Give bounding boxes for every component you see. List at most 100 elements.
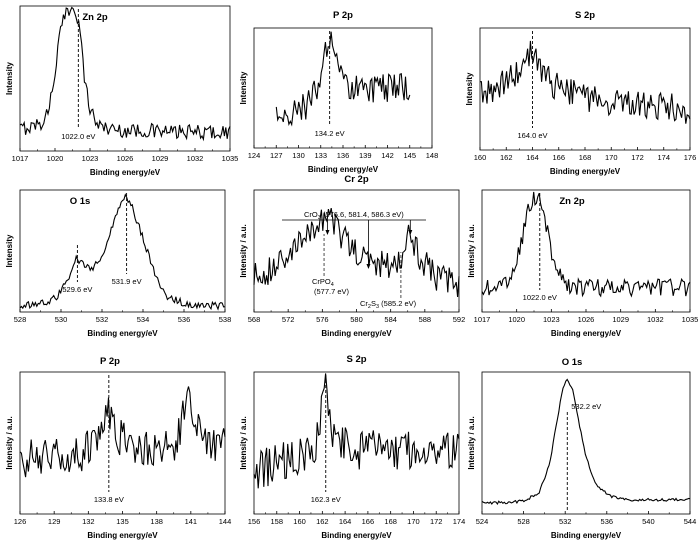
x-tick-label: 576 <box>316 315 329 324</box>
x-axis-label: Binding energy/eV <box>550 167 621 176</box>
x-tick-label: 1023 <box>543 315 560 324</box>
x-tick-label: 138 <box>150 517 163 526</box>
y-axis-label: Intensity <box>5 62 14 95</box>
panel-title: Cr 2p <box>344 174 368 185</box>
panel-title: O 1s <box>562 357 583 368</box>
x-axis-label: Binding energy/eV <box>321 329 392 338</box>
arrow-head <box>408 230 413 235</box>
x-tick-label: 132 <box>82 517 95 526</box>
peak-label: 164.0 eV <box>517 131 547 140</box>
x-tick-label: 592 <box>453 315 466 324</box>
x-tick-label: 1017 <box>474 315 491 324</box>
panel-title: Zn 2p <box>559 196 585 207</box>
xps-panel-6: 1017 1020 1023 1026 1029 1032 1035 Binding ener… <box>467 189 699 338</box>
plot-frame <box>19 371 226 515</box>
xps-panel-4: 528 530 532 534 536 538 Binding energy/eV Inten… <box>5 189 232 338</box>
x-tick-label: 170 <box>407 517 420 526</box>
y-axis-label: Intensity / a.u. <box>467 224 476 277</box>
x-axis-label: Binding energy/eV <box>321 531 392 540</box>
xps-panel-3: 160 162 164 166 168 170 172 174 176 Binding energ… <box>465 10 696 176</box>
arrow-head <box>366 264 371 269</box>
panel-title: S 2p <box>346 354 366 365</box>
y-axis-label: Intensity <box>5 234 14 267</box>
x-tick-label: 580 <box>350 315 363 324</box>
x-tick-label: 148 <box>426 151 439 160</box>
cro3-label: CrO3 (576.6, 581.4, 586.3 eV) <box>304 210 404 221</box>
peak-label: 532.2 eV <box>571 402 601 411</box>
x-tick-label: 532 <box>96 315 109 324</box>
x-tick-label: 568 <box>248 315 261 324</box>
x-tick-label: 1029 <box>612 315 629 324</box>
x-tick-label: 174 <box>453 517 466 526</box>
spectrum-line <box>480 40 691 124</box>
y-axis-label: Intensity <box>465 72 474 105</box>
spectrum-line <box>19 6 231 142</box>
x-tick-label: 172 <box>430 517 443 526</box>
x-tick-label: 1035 <box>682 315 699 324</box>
x-axis-label: Binding energy/eV <box>308 165 379 174</box>
x-tick-label: 135 <box>116 517 129 526</box>
x-tick-label: 168 <box>579 153 592 162</box>
x-tick-label: 133 <box>314 151 327 160</box>
y-axis-label: Intensity / a.u. <box>467 416 476 469</box>
x-tick-label: 538 <box>219 315 232 324</box>
x-tick-label: 176 <box>684 153 697 162</box>
peak-label: 133.8 eV <box>94 495 124 504</box>
x-tick-label: 124 <box>248 151 261 160</box>
x-tick-label: 129 <box>48 517 61 526</box>
spectrum-line <box>19 386 226 478</box>
x-tick-label: 1035 <box>222 154 239 163</box>
xps-panel-1: 1017 1020 1023 1026 1029 1032 1035 Binding ener… <box>5 5 239 177</box>
x-tick-label: 1020 <box>47 154 64 163</box>
x-tick-label: 530 <box>55 315 68 324</box>
x-tick-label: 528 <box>14 315 27 324</box>
x-tick-label: 532 <box>559 517 572 526</box>
x-tick-label: 1017 <box>12 154 29 163</box>
peak-label: 1022.0 eV <box>61 132 95 141</box>
xps-panel-9: 524 528 532 536 540 544 Binding energy/eV Inten… <box>467 357 696 540</box>
plot-frame <box>253 371 460 515</box>
plot-frame <box>253 189 460 313</box>
x-tick-label: 174 <box>657 153 670 162</box>
panel-title: S 2p <box>575 10 595 21</box>
spectrum-line <box>19 193 226 311</box>
x-tick-label: 168 <box>384 517 397 526</box>
peak-label: 531.9 eV <box>112 277 142 286</box>
x-tick-label: 528 <box>517 517 530 526</box>
x-tick-label: 534 <box>137 315 150 324</box>
x-tick-label: 536 <box>601 517 614 526</box>
x-tick-label: 170 <box>605 153 618 162</box>
plot-frame <box>481 371 691 515</box>
xps-panel-7: 126 129 132 135 138 141 144 Binding energy/eV In… <box>5 356 231 540</box>
plot-frame <box>481 189 691 313</box>
spectrum-line <box>481 191 691 298</box>
x-tick-label: 142 <box>381 151 394 160</box>
x-tick-label: 166 <box>362 517 375 526</box>
xps-panel-2: 124 127 130 133 136 139 142 145 148 Binding energ… <box>239 10 438 174</box>
x-tick-label: 1032 <box>187 154 204 163</box>
peak-label: 1022.0 eV <box>523 293 557 302</box>
x-tick-label: 160 <box>293 517 306 526</box>
x-tick-label: 1026 <box>578 315 595 324</box>
xps-panel-5: 568 572 576 580 584 588 592 Binding energy/eV In… <box>239 174 465 338</box>
x-tick-label: 1032 <box>647 315 664 324</box>
arrow-head <box>325 230 330 235</box>
x-tick-label: 139 <box>359 151 372 160</box>
x-tick-label: 158 <box>271 517 284 526</box>
x-tick-label: 572 <box>282 315 295 324</box>
x-axis-label: Binding energy/eV <box>87 531 158 540</box>
x-tick-label: 1020 <box>508 315 525 324</box>
x-tick-label: 588 <box>419 315 432 324</box>
crpo4-label: CrPO4 <box>312 277 334 288</box>
plot-frame <box>479 27 691 151</box>
x-tick-label: 141 <box>185 517 198 526</box>
spectrum-line <box>253 207 460 298</box>
y-axis-label: Intensity / a.u. <box>5 416 14 469</box>
x-tick-label: 540 <box>642 517 655 526</box>
x-axis-label: Binding energy/eV <box>551 531 622 540</box>
x-tick-label: 1026 <box>117 154 134 163</box>
x-tick-label: 524 <box>476 517 489 526</box>
x-axis-label: Binding energy/eV <box>87 329 158 338</box>
xps-panel-8: 156 158 160 162 164 166 168 170 172 174 Binding en… <box>239 354 465 540</box>
peak-label: 529.6 eV <box>62 285 92 294</box>
